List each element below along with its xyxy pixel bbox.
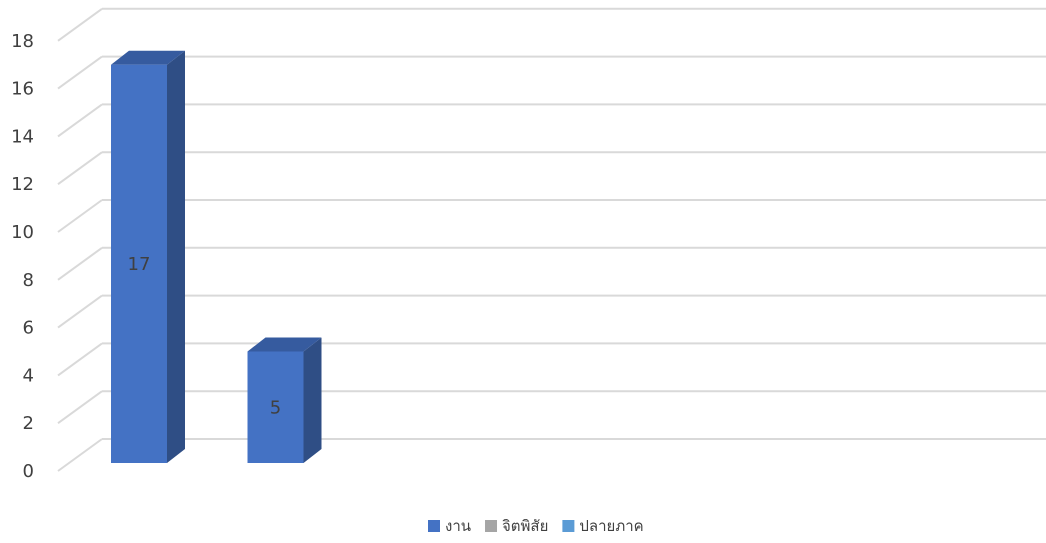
gridline: [57, 246, 1046, 281]
y-tick-label: 0: [23, 461, 34, 482]
legend-label: จิตพิสัย: [502, 517, 549, 535]
data-label: 5: [270, 397, 281, 418]
legend-item: งาน: [428, 517, 471, 535]
legend-swatch: [562, 520, 575, 532]
bars: [111, 50, 322, 463]
y-tick-label: 12: [11, 174, 34, 195]
y-axis-tick-labels: 0 2 4 6 8 10 12 14 16 18: [11, 31, 34, 482]
data-label: 17: [128, 254, 151, 275]
gridlines: [57, 7, 1046, 472]
y-tick-label: 6: [23, 318, 34, 339]
gridline: [57, 390, 1046, 425]
legend-label: ปลายภาค: [579, 517, 643, 535]
bar: [111, 50, 185, 463]
y-tick-label: 8: [23, 270, 34, 291]
legend-label: งาน: [445, 517, 471, 535]
y-tick-label: 14: [11, 126, 34, 147]
y-tick-label: 10: [11, 222, 34, 243]
data-labels: 17 5: [128, 254, 282, 418]
y-tick-label: 4: [23, 365, 34, 386]
gridline: [57, 151, 1046, 186]
legend-item: ปลายภาค: [562, 517, 644, 535]
legend-swatch: [428, 520, 440, 532]
legend-item: จิตพิสัย: [485, 517, 548, 535]
gridline: [57, 7, 1046, 42]
legend-swatch: [485, 520, 498, 532]
legend: งาน จิตพิสัย ปลายภาค: [428, 517, 644, 535]
gridline: [57, 199, 1046, 233]
y-tick-label: 18: [11, 31, 34, 52]
gridline: [57, 55, 1046, 90]
gridline: [57, 342, 1046, 377]
gridline: [57, 294, 1046, 329]
y-tick-label: 2: [23, 413, 34, 434]
y-tick-label: 16: [11, 79, 34, 100]
gridline: [57, 103, 1046, 138]
bar: [247, 337, 322, 463]
gridline: [57, 438, 1046, 472]
